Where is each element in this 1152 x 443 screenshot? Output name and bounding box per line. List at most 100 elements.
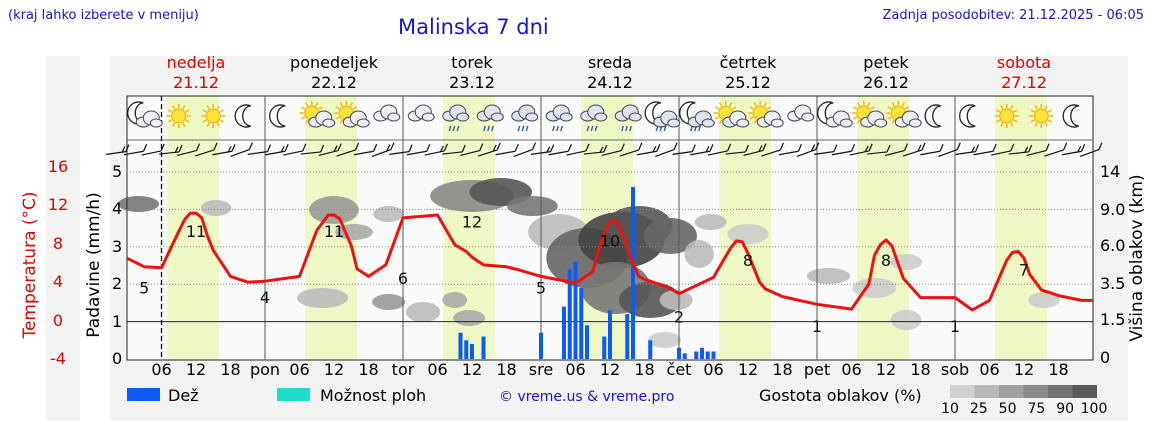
sun-disc [205, 108, 221, 124]
wind-barb-feather [762, 143, 767, 151]
wind-barb-shaft [460, 149, 480, 157]
sun-ray [206, 105, 210, 110]
rain-drop [690, 125, 693, 132]
cloud-density-patch [648, 332, 682, 348]
sun-ray [719, 102, 723, 107]
wind-barb-feather [567, 144, 572, 152]
wind-barb-feather [1081, 144, 1086, 152]
wind-barb-feather [705, 145, 710, 153]
time-tick: 18 [1048, 360, 1069, 379]
cloud-icon [407, 104, 435, 122]
cloud-part [908, 118, 922, 128]
cloud-part [801, 112, 815, 122]
wind-barb-feather [921, 142, 926, 151]
precip-tick: 1 [112, 311, 123, 331]
left-gutter [46, 56, 80, 421]
time-tick: 12 [323, 360, 345, 379]
cloud-height-tick: 1.5 [1100, 310, 1126, 329]
cloud-density-patch [643, 218, 697, 254]
cloud-part [559, 112, 573, 122]
density-scale-cell [1023, 385, 1048, 398]
last-update: Zadnja posodobitev: 21.12.2025 - 06:05 [882, 8, 1144, 23]
sun-ray [714, 106, 720, 110]
wind-barb-feather [868, 143, 873, 152]
cloud-rain-icon [545, 104, 573, 132]
time-tick: čet [666, 360, 692, 379]
density-scale-label: 90 [1056, 401, 1075, 417]
cloud-part [594, 112, 608, 122]
temp-extreme-label: 12 [462, 212, 482, 231]
sun-ray [1034, 122, 1038, 127]
cloud-density-patch [200, 200, 232, 216]
cloud-density-map [117, 178, 1061, 348]
wind-barb-feather [656, 144, 661, 152]
cloud-density-patch [309, 196, 359, 224]
wind-barb-shaft [442, 151, 463, 155]
wind-barb-feather [599, 146, 604, 154]
wind-barb-feather [284, 144, 289, 152]
wind-barb-feather [426, 144, 431, 152]
wind-barb-shaft [761, 149, 781, 157]
wind-barb-feather [355, 142, 360, 151]
sun-ray [891, 119, 895, 124]
time-tick: 18 [496, 360, 517, 379]
density-scale-label: 10 [941, 401, 959, 417]
precip-bar [579, 287, 584, 359]
temperature-tick: -4 [50, 349, 66, 368]
cloud-density-patch [727, 224, 769, 244]
cloud-height-tick: 3.5 [1100, 274, 1126, 293]
sun-ray [1013, 109, 1018, 113]
wind-barb-feather [227, 145, 232, 153]
wind-barb-feather [320, 144, 325, 153]
wind-barb-feather [709, 144, 714, 152]
wind-barb-feather [174, 146, 179, 154]
precip-bar [608, 310, 612, 359]
wind-barb-feather [1063, 142, 1068, 151]
wind-barb-shaft [973, 150, 994, 156]
wind-barb-feather [1028, 144, 1033, 153]
density-scale-cell [999, 385, 1024, 398]
wind-barb-shaft [495, 150, 516, 156]
sun-ray [904, 106, 910, 110]
time-tick: 06 [427, 360, 448, 379]
wind-barb-feather [970, 146, 976, 153]
day-date: 26.12 [863, 73, 909, 92]
sun-ray [339, 102, 343, 107]
sun-icon [201, 104, 226, 128]
rain-drop [560, 125, 563, 132]
density-scale-label: 75 [1027, 401, 1046, 417]
temp-extreme-label: 8 [881, 251, 891, 270]
sun-ray [1034, 105, 1038, 110]
wind-barb-shaft [194, 149, 215, 157]
wind-barb-feather [479, 143, 484, 151]
wind-barb-feather [886, 144, 891, 153]
moon-icon [234, 104, 252, 128]
precip-bar [458, 332, 463, 359]
cloud-height-tick: 6.0 [1100, 236, 1126, 255]
sun-cloud-icon [851, 101, 888, 128]
legend-rain-swatch [127, 388, 160, 401]
sun-ray [887, 116, 892, 120]
cloud-density-patch [372, 294, 406, 310]
sun-ray [305, 119, 309, 124]
sun-ray [732, 106, 737, 110]
cloud-part [149, 118, 163, 128]
temperature-line [126, 211, 1093, 312]
copyright[interactable]: © vreme.us & vreme.pro [499, 389, 675, 405]
wind-barb-feather [231, 144, 236, 152]
wind-barb-feather [744, 144, 749, 153]
wind-barb-feather [691, 144, 696, 152]
time-tick: tor [391, 360, 415, 379]
day-name: sreda [587, 53, 633, 72]
sun-disc [1033, 108, 1049, 124]
wind-barb-shaft [513, 149, 533, 157]
cloud-part [736, 118, 750, 128]
cloud-density-patch [1028, 292, 1061, 308]
precip-bar [470, 344, 474, 359]
rain-drop [525, 125, 529, 132]
wind-barb-feather [864, 145, 869, 153]
cloud-part [490, 112, 504, 122]
density-scale-cell [1072, 385, 1097, 398]
rain-drop [698, 125, 701, 132]
sun-ray [887, 106, 892, 110]
